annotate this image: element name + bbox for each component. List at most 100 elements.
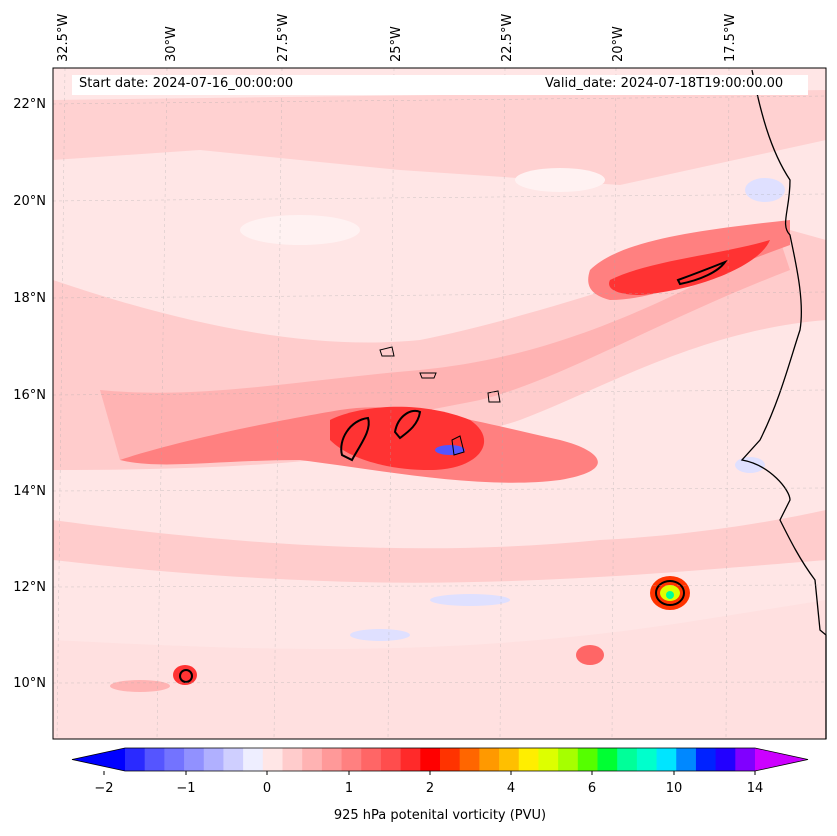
colorbar-segment <box>282 748 303 771</box>
colorbar-segment <box>125 748 146 771</box>
pv-band-far-south <box>53 600 826 739</box>
grid-line <box>52 95 827 105</box>
colorbar-segment <box>695 748 717 771</box>
pv-blue-patch-5 <box>735 457 765 473</box>
colorbar-segment <box>223 748 244 771</box>
colorbar-title: 925 hPa potenital vorticity (PVU) <box>333 808 547 823</box>
island-outline-2 <box>419 372 437 379</box>
colorbar-segment <box>636 748 658 771</box>
lon-label: 22.5°W <box>500 13 515 62</box>
colorbar-extend-max <box>755 748 808 771</box>
colorbar <box>71 747 809 775</box>
lat-label: 10°N <box>13 676 46 691</box>
grid-line <box>499 67 506 740</box>
colorbar-tick-label: 4 <box>506 781 516 796</box>
colorbar-segment <box>400 748 421 771</box>
colorbar-tick-label: 6 <box>587 781 597 796</box>
colorbar-segment <box>243 748 264 771</box>
pv-white-patch-2 <box>515 168 605 192</box>
lon-label: 27.5°W <box>276 13 291 62</box>
map-frame <box>52 67 827 740</box>
grid-line <box>156 67 168 740</box>
grid-line <box>611 67 617 740</box>
pv-blue-patch-4 <box>430 594 510 606</box>
colorbar-segment <box>341 748 362 771</box>
grid-line <box>52 584 827 588</box>
lon-label: 32.5°W <box>56 13 71 62</box>
grid-line <box>52 193 827 202</box>
grid-line <box>52 291 827 299</box>
grid-line <box>56 67 66 740</box>
pv-ne-core <box>609 240 770 295</box>
pv-field <box>53 68 827 739</box>
colorbar-segment <box>597 748 618 771</box>
pv-contour-5 <box>179 669 193 683</box>
grid-line <box>273 67 283 740</box>
lat-label: 22°N <box>13 97 46 112</box>
colorbar-segment <box>262 748 283 771</box>
pv-band-north <box>53 90 826 185</box>
colorbar-segment <box>577 748 598 771</box>
colorbar-segment <box>144 748 165 771</box>
pv-vortex-12n-center <box>666 591 674 599</box>
grid-line <box>387 67 395 740</box>
colorbar-segment <box>321 748 343 771</box>
colorbar-segment <box>380 748 402 771</box>
grid-line <box>52 681 827 684</box>
colorbar-tick-label: 14 <box>746 781 764 796</box>
lat-label: 14°N <box>13 484 46 499</box>
pv-band-south <box>53 510 826 583</box>
pv-contour-4 <box>655 580 685 606</box>
lon-label: 17.5°W <box>723 13 738 62</box>
colorbar-segment <box>656 748 677 771</box>
start-date: Start date: 2024-07-16_00:00:00 <box>79 76 294 91</box>
lat-label: 18°N <box>13 291 46 306</box>
colorbar-segment <box>440 748 461 771</box>
colorbar-tick-label: 0 <box>262 781 272 796</box>
colorbar-segment <box>361 748 382 771</box>
pv-contour-3 <box>676 259 728 286</box>
pv-white-patch-1 <box>240 215 360 245</box>
lat-label: 20°N <box>13 194 46 209</box>
colorbar-segment <box>302 748 323 771</box>
grid-line <box>52 487 827 492</box>
island-outline-4 <box>451 435 465 456</box>
colorbar-tick-label: −2 <box>94 781 114 796</box>
africa-coastline <box>740 69 827 739</box>
valid-date: Valid_date: 2024-07-18T19:00:00.00 <box>545 76 784 91</box>
colorbar-segment <box>499 748 520 771</box>
colorbar-segment <box>479 748 500 771</box>
colorbar-tick-label: 10 <box>665 781 683 796</box>
colorbar-tick-label: 2 <box>425 781 435 796</box>
island-outline-3 <box>487 390 501 403</box>
lat-label: 16°N <box>13 388 46 403</box>
pv-contour-1 <box>340 416 370 462</box>
lon-label: 20°W <box>611 26 626 62</box>
colorbar-segment <box>164 748 185 771</box>
pv-blue-patch-3 <box>350 629 410 641</box>
colorbar-segment <box>184 748 205 771</box>
colorbar-outline <box>71 747 809 772</box>
lat-label: 12°N <box>13 580 46 595</box>
pv-max-10n-east <box>576 645 604 665</box>
lon-label: 25°W <box>389 26 404 62</box>
lon-label: 30°W <box>164 26 179 62</box>
colorbar-extend-min <box>72 748 125 771</box>
colorbar-segment <box>203 748 224 771</box>
pv-band-central-inner <box>100 240 790 460</box>
pv-blue-patch-1 <box>435 445 465 455</box>
colorbar-segment <box>617 748 638 771</box>
grid-line <box>52 389 827 396</box>
colorbar-segment <box>420 748 441 771</box>
colorbar-segment <box>676 748 697 771</box>
graticule <box>52 67 827 740</box>
pv-band-10n-west <box>110 680 170 692</box>
colorbar-tick-label: −1 <box>176 781 196 796</box>
colorbar-segment <box>715 748 736 771</box>
colorbar-tick-label: 1 <box>344 781 354 796</box>
colorbar-segment <box>518 748 539 771</box>
colorbar-segment <box>459 748 480 771</box>
colorbar-segment <box>558 748 579 771</box>
grid-line <box>725 67 730 740</box>
